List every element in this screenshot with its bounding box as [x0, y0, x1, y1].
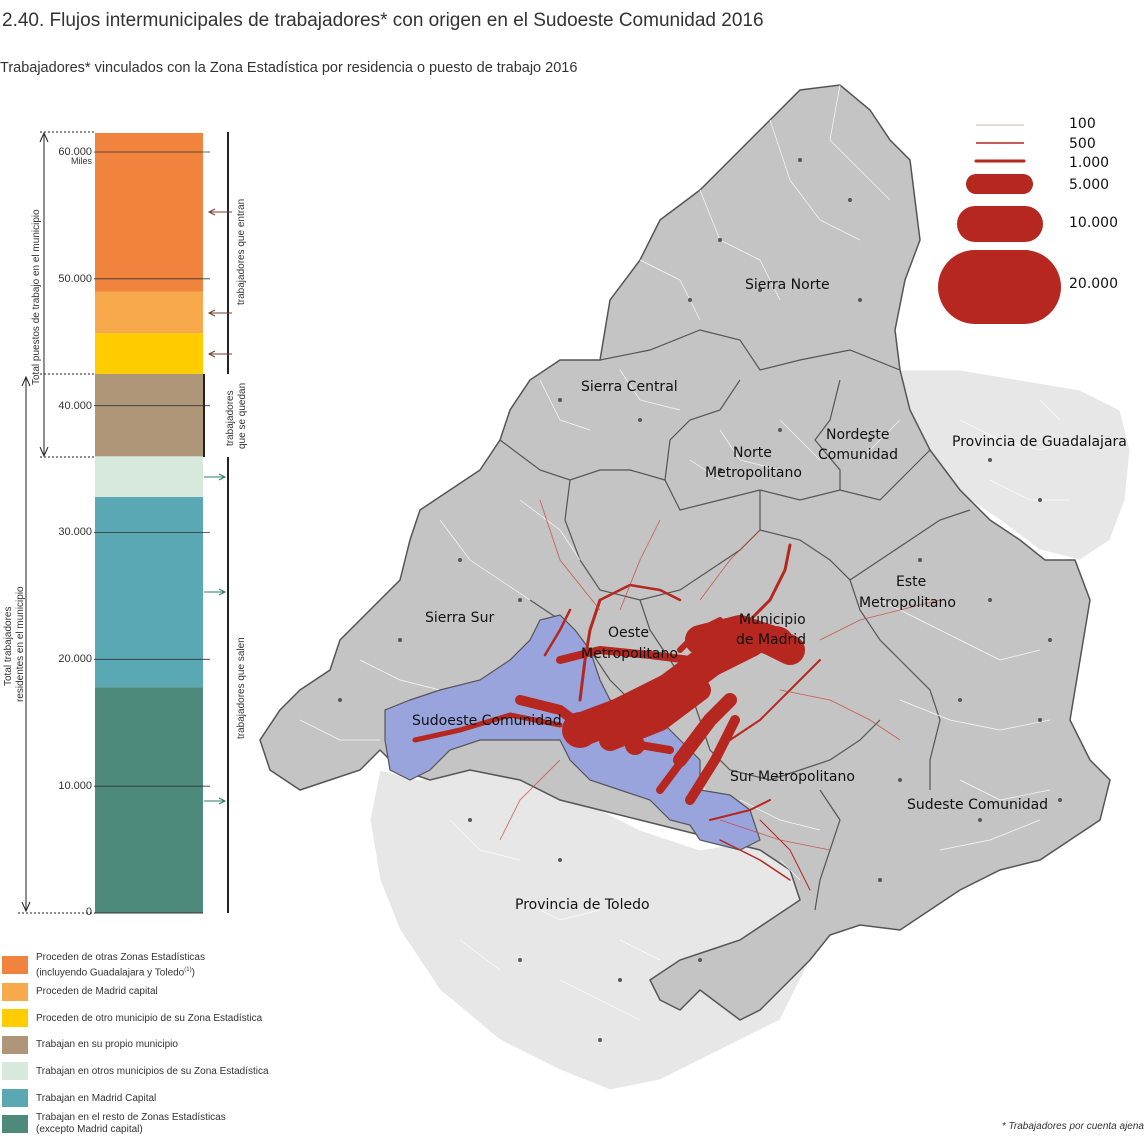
- region-label-este-2: Metropolitano: [859, 595, 956, 611]
- region-label-nordeste-2: Comunidad: [818, 447, 898, 463]
- y-tick-30000: 30.000: [58, 526, 92, 538]
- legend-swatch-rest-zones-out: [2, 1115, 28, 1133]
- footnote: * Trabajadores por cuenta ajena: [1001, 1121, 1144, 1132]
- scale-shape-10000: [957, 206, 1043, 242]
- y-tick-20000: 20.000: [58, 653, 92, 665]
- scale-label-500: 500: [1069, 136, 1096, 152]
- residents-axis-label-1: Total trabajadores: [3, 606, 14, 687]
- legend-swatch-own-municipality: [2, 1036, 28, 1054]
- region-label-toledo: Provincia de Toledo: [515, 897, 650, 913]
- bar-chart-annotations: [18, 131, 232, 914]
- legend-label-other-zones: Proceden de otras Zonas Estadísticas (in…: [36, 952, 205, 979]
- worker-flows: [412, 543, 821, 891]
- region-label-oeste-2: Metropolitano: [581, 646, 678, 662]
- y-tick-50000: 50.000: [58, 273, 92, 285]
- entering-arrows: [207, 208, 232, 358]
- y-tick-0: 0: [85, 906, 92, 918]
- legend-swatch-madrid-capital-in: [2, 983, 28, 1001]
- legend-label-own-municipality: Trabajan en su propio municipio: [36, 1039, 178, 1050]
- scale-label-100: 100: [1069, 116, 1096, 132]
- legend-swatch-other-zones: [2, 956, 28, 974]
- municipality-dots: [338, 158, 1062, 1042]
- bar-segment-5: [95, 291, 203, 334]
- municipality-boundaries: [299, 84, 1081, 1021]
- region-label-nordeste: Nordeste: [826, 427, 889, 443]
- region-label-norte-metropolitano: Norte: [733, 445, 772, 461]
- staying-label-1: trabajadores: [225, 390, 236, 446]
- scale-label-20000: 20.000: [1069, 276, 1118, 292]
- flow-scale-legend: 100 500 1.000 5.000 10.000 20.000: [938, 116, 1118, 324]
- residents-arrowheads: [21, 375, 31, 913]
- jobs-axis-label: Total puestos de trabajo en el municipio: [31, 209, 42, 385]
- legend-swatch-madrid-capital-out: [2, 1089, 28, 1107]
- bar-segment-1: [95, 496, 203, 688]
- bar-segment-2: [95, 456, 203, 497]
- y-tick-10000: 10.000: [58, 780, 92, 792]
- bar-segment-3: [95, 373, 203, 457]
- legend-label-same-zone-in: Proceden de otro municipio de su Zona Es…: [36, 1013, 263, 1024]
- scale-label-10000: 10.000: [1069, 215, 1118, 231]
- y-axis-unit: Miles: [70, 156, 92, 166]
- page-title: 2.40. Flujos intermunicipales de trabaja…: [2, 10, 764, 31]
- leaving-arrows: [204, 473, 227, 805]
- y-tick-60000: 60.000: [58, 146, 92, 158]
- scale-shape-20000: [938, 250, 1061, 324]
- bar-segment-4: [95, 333, 203, 374]
- legend-label-madrid-capital-out: Trabajan en Madrid Capital: [36, 1093, 157, 1104]
- y-tick-40000: 40.000: [58, 400, 92, 412]
- bar-segment-6: [95, 132, 203, 292]
- region-label-sierra-sur: Sierra Sur: [425, 610, 494, 626]
- region-label-madrid-2: de Madrid: [736, 632, 806, 648]
- region-label-sudeste: Sudeste Comunidad: [907, 797, 1048, 813]
- region-label-sierra-norte: Sierra Norte: [745, 277, 830, 293]
- region-label-oeste: Oeste: [608, 625, 649, 641]
- entering-label: trabajadores que entran: [236, 198, 247, 305]
- madrid-region: [259, 84, 1111, 1021]
- minor-flows: [499, 499, 941, 851]
- stacked-bar-chart: [94, 132, 210, 914]
- page-subtitle: Trabajadores* vinculados con la Zona Est…: [0, 60, 578, 76]
- region-label-sur-metropolitano: Sur Metropolitano: [730, 769, 855, 785]
- region-label-norte-metropolitano-2: Metropolitano: [705, 465, 802, 481]
- scale-label-5000: 5.000: [1069, 177, 1109, 193]
- legend-swatch-same-zone-in: [2, 1009, 28, 1027]
- region-label-madrid: Municipio: [739, 612, 806, 628]
- legend-label-rest-zones-out: Trabajan en el resto de Zonas Estadístic…: [36, 1112, 226, 1135]
- bar-segment-0: [95, 687, 203, 913]
- legend-swatch-same-zone-out: [2, 1062, 28, 1080]
- jobs-arrowheads: [39, 131, 49, 458]
- leaving-label: trabajadores que salen: [236, 637, 247, 739]
- region-label-sudoeste: Sudoeste Comunidad: [412, 713, 562, 729]
- staying-label-2: que se quedan: [237, 382, 248, 449]
- scale-shape-5000: [966, 174, 1033, 194]
- region-label-sierra-central: Sierra Central: [581, 379, 678, 395]
- region-label-este: Este: [896, 574, 926, 590]
- residents-axis-label-2: residentes en el municipio: [15, 586, 26, 702]
- legend-label-same-zone-out: Trabajan en otros municipios de su Zona …: [36, 1066, 269, 1077]
- scale-label-1000: 1.000: [1069, 155, 1109, 171]
- legend-label-madrid-capital-in: Proceden de Madrid capital: [36, 986, 158, 997]
- region-label-guadalajara: Provincia de Guadalajara: [952, 434, 1127, 450]
